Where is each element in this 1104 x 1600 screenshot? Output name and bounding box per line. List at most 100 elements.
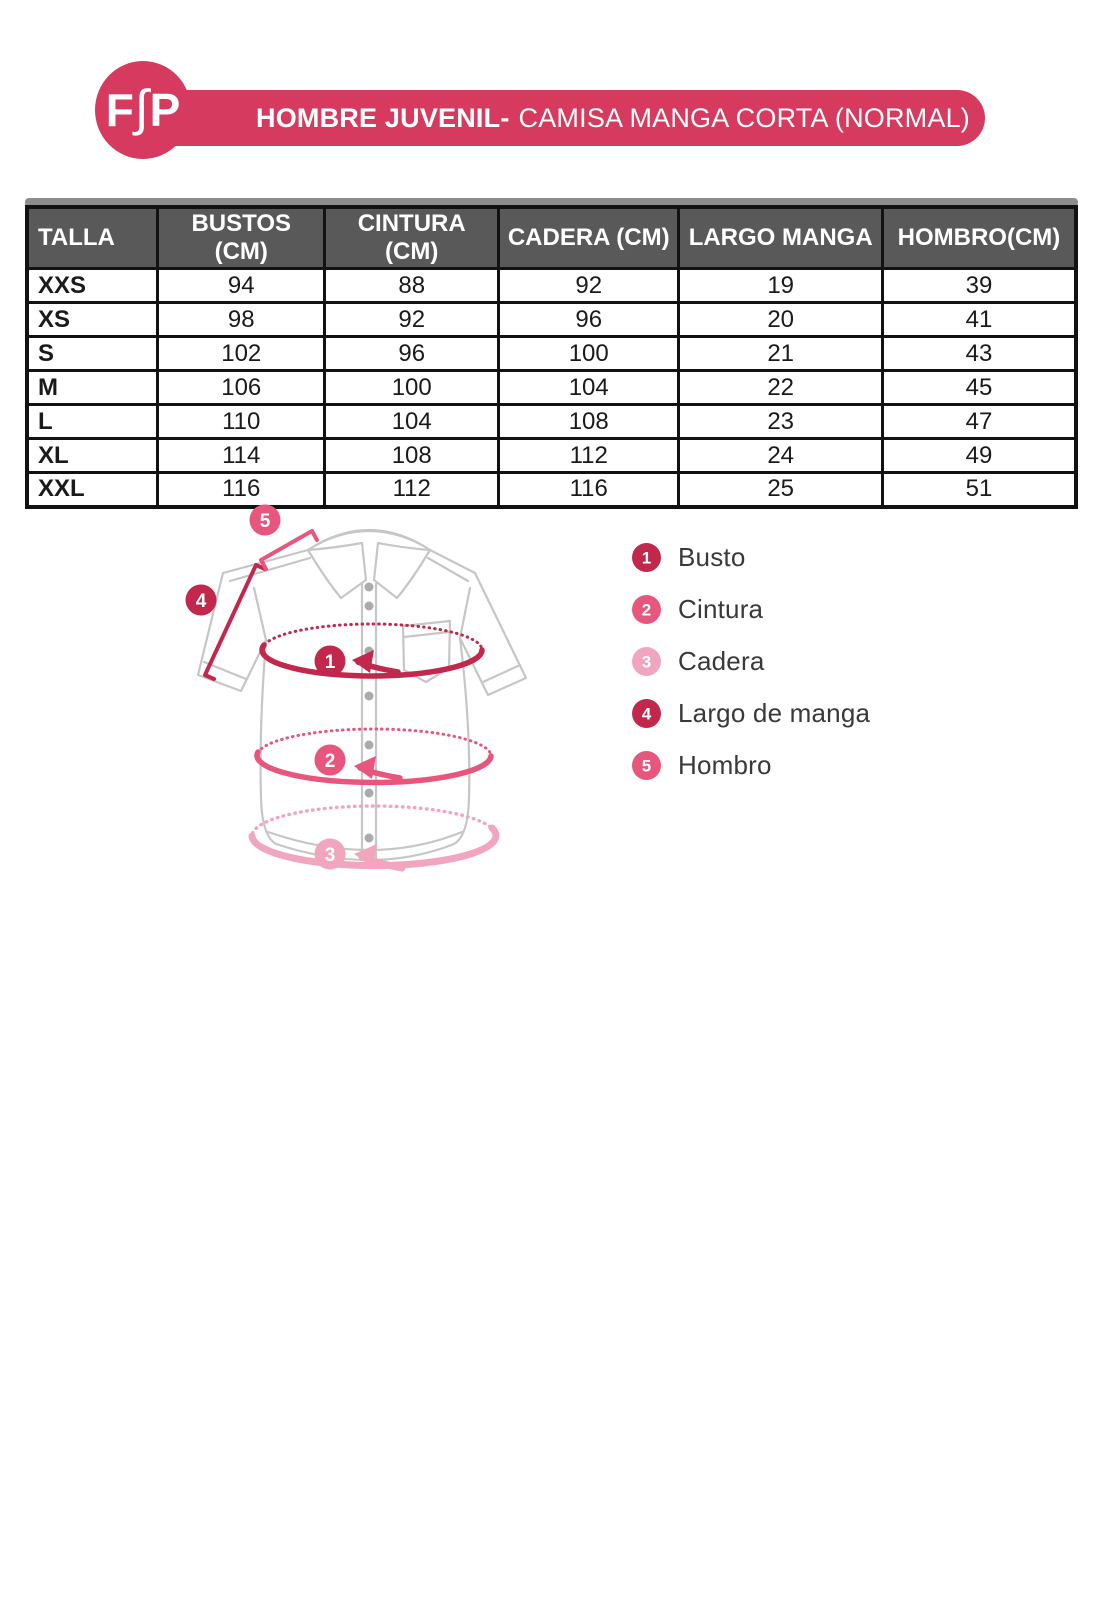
column-header: TALLA [25,205,160,270]
measure-cell: 41 [880,301,1078,338]
size-table-body: XXS 94 88 92 19 39 XS 98 92 96 20 41 S 102 96 100 21 43 M 1… [25,267,1078,508]
measure-cell: 116 [497,471,681,508]
legend-dot-1-icon: 1 [632,542,661,572]
size-cell: XXL [25,471,160,508]
header-banner: HOMBRE JUVENIL- CAMISA MANGA CORTA (NORM… [138,90,985,146]
brand-logo: F ∫ P [95,61,191,159]
measure-cell: 94 [156,267,327,304]
shirt-buttons [364,582,374,843]
legend-label: Largo de manga [678,697,871,728]
size-table: TALLA BUSTOS (CM) CINTURA (CM) CADERA (CM) L… [25,205,1078,509]
measure-cell: 22 [677,369,884,406]
measure-cell: 96 [323,335,501,372]
measure-cell: 45 [880,369,1078,406]
measure-cell: 25 [677,471,884,508]
svg-text:2: 2 [642,600,651,619]
column-header: HOMBRO(CM) [880,205,1078,270]
legend-item-largo-de-manga: 4 Largo de manga [631,697,870,729]
measure-cell: 39 [880,267,1078,304]
size-cell: XXS [25,267,160,304]
measure-cell: 116 [156,471,327,508]
column-header: BUSTOS (CM) [156,205,327,270]
column-header: CADERA (CM) [497,205,681,270]
size-cell: S [25,335,160,372]
bust-arrowhead-icon [352,650,374,673]
svg-text:3: 3 [642,652,651,671]
table-row: L 110 104 108 23 47 [25,403,1078,440]
measure-cell: 112 [497,437,681,474]
table-row: XXL 116 112 116 25 51 [25,471,1078,508]
legend-label: Cadera [678,645,765,676]
measure-cell: 100 [497,335,681,372]
measure-cell: 24 [677,437,884,474]
waist-arrowhead-icon [354,756,376,779]
size-cell: XL [25,437,160,474]
sleeve-length-bracket [203,563,267,681]
legend-item-cadera: 3 Cadera [631,645,870,677]
size-cell: L [25,403,160,440]
measure-cell: 43 [880,335,1078,372]
legend-label: Hombro [678,749,772,780]
legend-dot-3-icon: 3 [632,646,661,676]
legend-label: Cintura [678,593,764,624]
table-row: S 102 96 100 21 43 [25,335,1078,372]
page-title-product: CAMISA MANGA CORTA (NORMAL) [518,102,970,133]
legend-item-busto: 1 Busto [631,541,870,573]
measure-cell: 114 [156,437,327,474]
svg-text:1: 1 [642,548,651,567]
shoulder-bracket [259,529,319,571]
column-header: LARGO MANGA [677,205,884,270]
size-cell: XS [25,301,160,338]
svg-text:5: 5 [260,511,271,532]
svg-text:4: 4 [642,704,652,723]
page-title-category: HOMBRE JUVENIL- [256,102,510,133]
measure-cell: 49 [880,437,1078,474]
table-row: M 106 100 104 22 45 [25,369,1078,406]
measure-cell: 92 [323,301,501,338]
waist-measure-arrow [254,727,494,786]
size-table-header-row: TALLA BUSTOS (CM) CINTURA (CM) CADERA (CM) L… [25,205,1078,270]
measurement-legend: 1 Busto 2 Cintura 3 Cadera 4 Largo de ma… [631,541,870,801]
table-row: XS 98 92 96 20 41 [25,301,1078,338]
svg-text:4: 4 [196,591,207,612]
measure-cell: 104 [323,403,501,440]
legend-dot-5-icon: 5 [632,750,661,780]
logo-s-curve-icon: ∫ [134,80,149,136]
measure-cell: 88 [323,267,501,304]
table-row: XXS 94 88 92 19 39 [25,267,1078,304]
measure-cell: 100 [323,369,501,406]
hip-arrowhead-icon [354,844,377,867]
column-header: CINTURA (CM) [323,205,501,270]
measure-cell: 108 [323,437,501,474]
logo-letter-f: F [105,84,134,136]
measure-cell: 96 [497,301,681,338]
measure-cell: 112 [323,471,501,508]
bust-measure-arrow [259,622,485,679]
logo-letter-p: P [149,84,181,136]
table-row: XL 114 108 112 24 49 [25,437,1078,474]
measure-cell: 108 [497,403,681,440]
svg-text:3: 3 [325,845,336,866]
measure-cell: 92 [497,267,681,304]
measure-cell: 110 [156,403,327,440]
measure-cell: 19 [677,267,884,304]
svg-text:2: 2 [325,751,336,772]
measure-cell: 20 [677,301,884,338]
measure-cell: 106 [156,369,327,406]
marker-5-hombro: 5 [249,504,281,536]
measure-cell: 23 [677,403,884,440]
measure-cell: 102 [156,335,327,372]
svg-text:1: 1 [325,652,336,673]
marker-1-busto: 1 [314,645,346,677]
measure-cell: 104 [497,369,681,406]
marker-4-largo-manga: 4 [185,584,217,616]
legend-item-hombro: 5 Hombro [631,749,870,781]
measure-cell: 21 [677,335,884,372]
hip-measure-arrow [248,804,500,872]
marker-2-cintura: 2 [314,744,346,776]
measure-cell: 47 [880,403,1078,440]
measure-cell: 98 [156,301,327,338]
shirt-measurement-diagram: 1 2 3 4 5 [185,504,528,872]
size-cell: M [25,369,160,406]
